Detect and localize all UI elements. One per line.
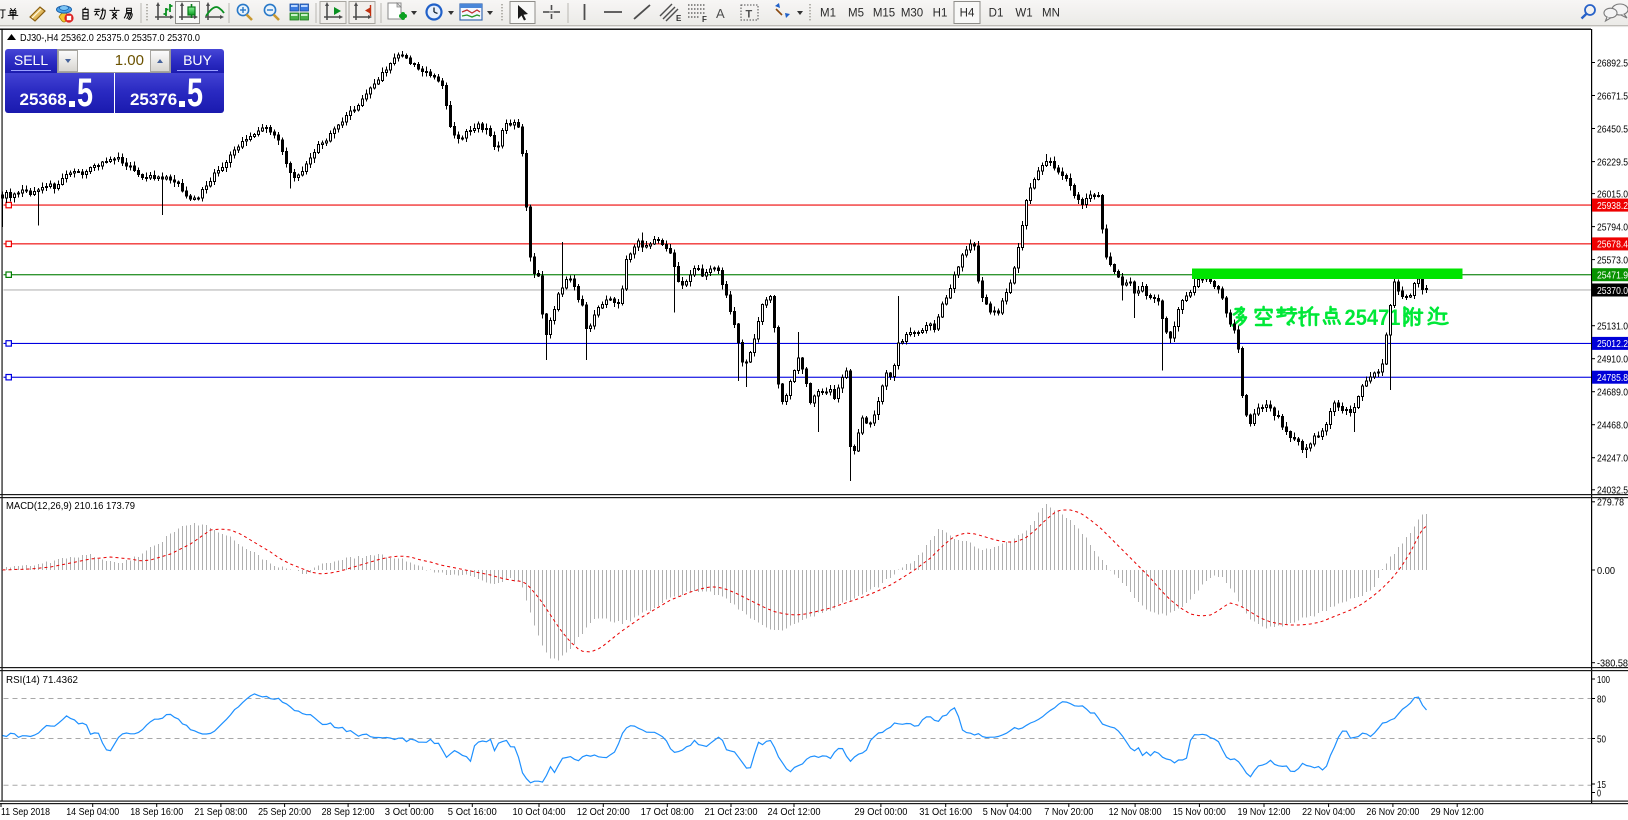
svg-text:25678.4: 25678.4 bbox=[1597, 239, 1628, 251]
svg-text:25 Sep 20:00: 25 Sep 20:00 bbox=[258, 806, 311, 818]
svg-text:25012.2: 25012.2 bbox=[1597, 338, 1628, 350]
svg-text:26450.5: 26450.5 bbox=[1597, 123, 1628, 135]
svg-text:H1: H1 bbox=[933, 8, 948, 20]
svg-text:17 Oct 08:00: 17 Oct 08:00 bbox=[641, 806, 694, 818]
svg-text:26892.5: 26892.5 bbox=[1597, 57, 1628, 69]
svg-text:25370.0: 25370.0 bbox=[1597, 285, 1628, 297]
svg-text:24785.8: 24785.8 bbox=[1597, 372, 1628, 384]
svg-text:F: F bbox=[702, 15, 707, 24]
svg-text:A: A bbox=[716, 6, 725, 21]
svg-text:21 Sep 08:00: 21 Sep 08:00 bbox=[194, 806, 247, 818]
svg-text:25938.2: 25938.2 bbox=[1597, 200, 1628, 212]
svg-text:24468.0: 24468.0 bbox=[1597, 420, 1628, 432]
svg-text:3 Oct 00:00: 3 Oct 00:00 bbox=[385, 806, 434, 818]
svg-text:80: 80 bbox=[1597, 693, 1606, 705]
svg-text:24910.0: 24910.0 bbox=[1597, 354, 1628, 366]
svg-text:31 Oct 16:00: 31 Oct 16:00 bbox=[919, 806, 972, 818]
svg-text:M5: M5 bbox=[848, 8, 864, 20]
svg-text:24032.5: 24032.5 bbox=[1597, 485, 1628, 497]
svg-text:0: 0 bbox=[1597, 787, 1601, 799]
svg-text:12 Oct 20:00: 12 Oct 20:00 bbox=[577, 806, 630, 818]
svg-text:H4: H4 bbox=[960, 8, 975, 20]
svg-text:26671.5: 26671.5 bbox=[1597, 90, 1628, 102]
svg-text:18 Sep 16:00: 18 Sep 16:00 bbox=[130, 806, 183, 818]
svg-text:MN: MN bbox=[1042, 8, 1060, 20]
svg-text:D1: D1 bbox=[989, 8, 1004, 20]
svg-text:12 Nov 08:00: 12 Nov 08:00 bbox=[1109, 806, 1162, 818]
svg-text:15 Nov 00:00: 15 Nov 00:00 bbox=[1173, 806, 1226, 818]
svg-text:25471: 25471 bbox=[1345, 305, 1401, 330]
svg-text:24689.0: 24689.0 bbox=[1597, 387, 1628, 399]
svg-text:DJ30-,H4 25362.0 25375.0 2535: DJ30-,H4 25362.0 25375.0 25357.0 25370.0 bbox=[20, 32, 200, 44]
svg-text:26015.0: 26015.0 bbox=[1597, 188, 1628, 200]
svg-text:14 Sep 04:00: 14 Sep 04:00 bbox=[66, 806, 119, 818]
svg-text:W1: W1 bbox=[1015, 8, 1032, 20]
svg-text:15: 15 bbox=[1597, 779, 1606, 791]
svg-text:279.78: 279.78 bbox=[1597, 497, 1624, 509]
svg-text:100: 100 bbox=[1597, 674, 1610, 686]
svg-text:19 Nov 12:00: 19 Nov 12:00 bbox=[1238, 806, 1291, 818]
svg-text:25131.0: 25131.0 bbox=[1597, 321, 1628, 333]
svg-text:M30: M30 bbox=[901, 8, 923, 20]
svg-text:MACD(12,26,9) 210.16 173.79: MACD(12,26,9) 210.16 173.79 bbox=[6, 500, 135, 512]
svg-text:M1: M1 bbox=[820, 8, 836, 20]
svg-text:5 Nov 04:00: 5 Nov 04:00 bbox=[983, 806, 1032, 818]
svg-text:0.00: 0.00 bbox=[1597, 565, 1615, 577]
svg-text:RSI(14) 71.4362: RSI(14) 71.4362 bbox=[6, 674, 78, 686]
svg-text:10 Oct 04:00: 10 Oct 04:00 bbox=[513, 806, 566, 818]
svg-text:24 Oct 12:00: 24 Oct 12:00 bbox=[768, 806, 821, 818]
svg-text:E: E bbox=[676, 14, 682, 23]
svg-text:5 Oct 16:00: 5 Oct 16:00 bbox=[448, 806, 497, 818]
svg-text:29 Nov 12:00: 29 Nov 12:00 bbox=[1431, 806, 1484, 818]
svg-text:25573.0: 25573.0 bbox=[1597, 254, 1628, 266]
svg-text:21 Oct 23:00: 21 Oct 23:00 bbox=[705, 806, 758, 818]
svg-text:29 Oct 00:00: 29 Oct 00:00 bbox=[854, 806, 907, 818]
svg-text:7 Nov 20:00: 7 Nov 20:00 bbox=[1044, 806, 1093, 818]
svg-text:26229.5: 26229.5 bbox=[1597, 156, 1628, 168]
svg-text:11 Sep 2018: 11 Sep 2018 bbox=[1, 806, 50, 818]
svg-text:22 Nov 04:00: 22 Nov 04:00 bbox=[1302, 806, 1355, 818]
svg-text:M15: M15 bbox=[873, 8, 895, 20]
svg-text:25794.0: 25794.0 bbox=[1597, 221, 1628, 233]
svg-text:-380.58: -380.58 bbox=[1597, 658, 1628, 670]
svg-text:24247.0: 24247.0 bbox=[1597, 453, 1628, 465]
svg-text:T: T bbox=[746, 9, 753, 21]
svg-text:50: 50 bbox=[1597, 733, 1606, 745]
svg-text:28 Sep 12:00: 28 Sep 12:00 bbox=[322, 806, 375, 818]
svg-text:25471.9: 25471.9 bbox=[1597, 270, 1628, 282]
svg-text:26 Nov 20:00: 26 Nov 20:00 bbox=[1366, 806, 1419, 818]
